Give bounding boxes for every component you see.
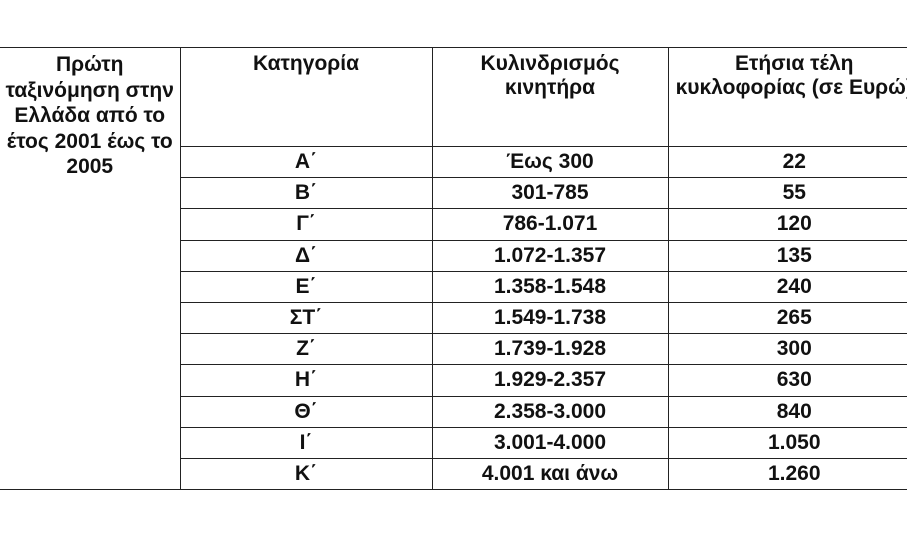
table-row: ΣΤ΄ 1.549-1.738 265 — [0, 301, 907, 335]
table-row: Ι΄ 3.001-4.000 1.050 — [0, 426, 907, 459]
category-cell: Η΄ — [179, 364, 433, 397]
header-row: Πρώτη ταξινόμηση στην Ελλάδα από το έτος… — [0, 46, 907, 491]
annual-fee-cell: 1.260 — [667, 457, 907, 491]
table-row: Κ΄ 4.001 και άνω 1.260 — [0, 457, 907, 491]
header-category: Κατηγορία — [179, 47, 433, 147]
engine-capacity-cell: 1.358-1.548 — [431, 270, 669, 303]
category-cell: Ε΄ — [179, 270, 433, 303]
header-engine-capacity: Κυλινδρισμός κινητήρα — [431, 47, 669, 147]
engine-capacity-cell: 1.739-1.928 — [431, 333, 669, 366]
category-cell: Α΄ — [179, 145, 433, 179]
table-row: Γ΄ 786-1.071 120 — [0, 208, 907, 241]
engine-capacity-cell: 4.001 και άνω — [431, 457, 669, 491]
engine-capacity-cell: 1.549-1.738 — [431, 301, 669, 335]
annual-fee-cell: 630 — [667, 364, 907, 397]
category-cell: ΣΤ΄ — [179, 301, 433, 335]
annual-fee-cell: 1.050 — [667, 426, 907, 459]
annual-fee-cell: 840 — [667, 395, 907, 428]
annual-fee-cell: 22 — [667, 145, 907, 179]
engine-capacity-cell: Έως 300 — [431, 145, 669, 179]
engine-capacity-cell: 1.929-2.357 — [431, 364, 669, 397]
table-row: Η΄ 1.929-2.357 630 — [0, 364, 907, 397]
annual-fee-cell: 265 — [667, 301, 907, 335]
category-cell: Β΄ — [179, 177, 433, 210]
engine-capacity-cell: 786-1.071 — [431, 208, 669, 241]
category-cell: Γ΄ — [179, 208, 433, 241]
annual-fee-cell: 135 — [667, 239, 907, 272]
road-tax-table: Πρώτη ταξινόμηση στην Ελλάδα από το έτος… — [0, 46, 907, 491]
annual-fee-cell: 55 — [667, 177, 907, 210]
annual-fee-cell: 240 — [667, 270, 907, 303]
category-cell: Κ΄ — [179, 457, 433, 491]
category-cell: Θ΄ — [179, 395, 433, 428]
engine-capacity-cell: 3.001-4.000 — [431, 426, 669, 459]
engine-capacity-cell: 2.358-3.000 — [431, 395, 669, 428]
annual-fee-cell: 300 — [667, 333, 907, 366]
engine-capacity-cell: 301-785 — [431, 177, 669, 210]
annual-fee-cell: 120 — [667, 208, 907, 241]
category-cell: Ζ΄ — [179, 333, 433, 366]
table-row: Δ΄ 1.072-1.357 135 — [0, 239, 907, 272]
table-row: Ζ΄ 1.739-1.928 300 — [0, 333, 907, 366]
engine-capacity-cell: 1.072-1.357 — [431, 239, 669, 272]
header-annual-fee: Ετήσια τέλη κυκλοφορίας (σε Ευρώ) — [667, 47, 907, 147]
category-cell: Δ΄ — [179, 239, 433, 272]
table-row: Ε΄ 1.358-1.548 240 — [0, 270, 907, 303]
category-cell: Ι΄ — [179, 426, 433, 459]
first-registration-label: Πρώτη ταξινόμηση στην Ελλάδα από το έτος… — [0, 46, 181, 491]
